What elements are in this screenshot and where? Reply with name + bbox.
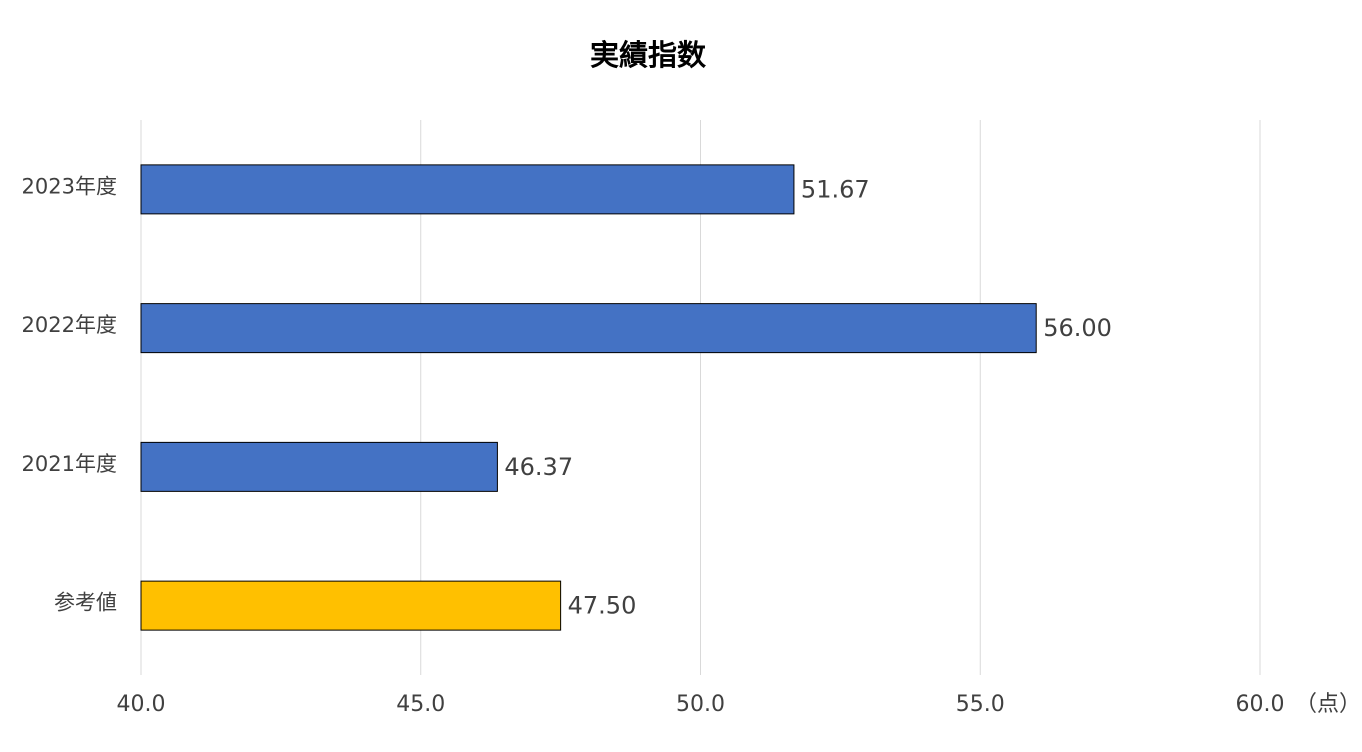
x-tick-label: 50.0: [676, 692, 725, 717]
data-label: 51.67: [801, 175, 870, 203]
bar: [140, 441, 498, 492]
x-tick-label: 45.0: [396, 692, 445, 717]
x-axis-label: （点）: [1295, 692, 1361, 717]
data-label: 56.00: [1043, 314, 1112, 342]
bar: [140, 580, 562, 631]
bar: [140, 303, 1037, 354]
chart-title: 実績指数: [590, 38, 707, 72]
y-tick-label: 参考値: [54, 591, 117, 615]
y-tick-label: 2022年度: [22, 313, 117, 337]
data-label: 47.50: [568, 592, 637, 620]
y-tick-label: 2023年度: [22, 174, 117, 198]
y-tick-label: 2021年度: [22, 452, 117, 476]
x-tick-label: 60.0: [1236, 692, 1285, 717]
x-tick-label: 40.0: [117, 692, 166, 717]
x-tick-label: 55.0: [956, 692, 1005, 717]
bar: [140, 164, 795, 215]
data-label: 46.37: [504, 453, 573, 481]
